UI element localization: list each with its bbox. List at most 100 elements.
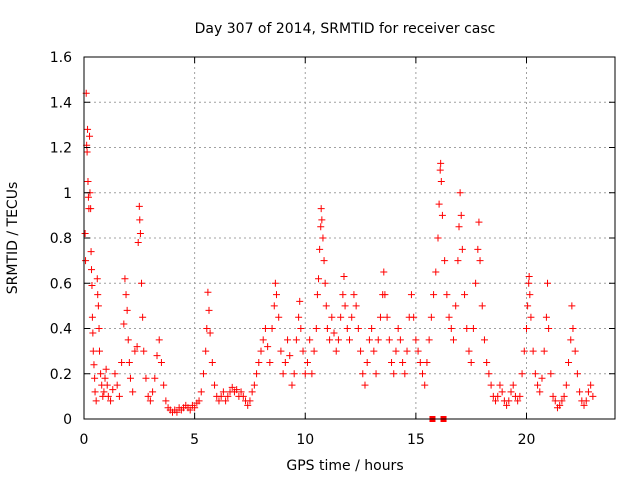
data-point xyxy=(95,325,103,332)
data-point xyxy=(290,370,298,378)
data-point xyxy=(239,392,247,400)
data-point xyxy=(261,325,269,332)
data-point xyxy=(133,343,141,351)
data-point xyxy=(90,361,98,369)
data-point xyxy=(140,347,148,355)
y-tick-label: 0 xyxy=(63,412,72,428)
x-tick-label: 5 xyxy=(190,432,199,448)
data-point xyxy=(520,347,528,355)
data-point xyxy=(456,189,464,197)
data-point xyxy=(534,381,542,389)
data-point xyxy=(403,347,411,355)
data-point xyxy=(480,336,488,344)
y-tick-label: 1 xyxy=(63,186,72,202)
data-point xyxy=(268,325,276,332)
data-point xyxy=(361,381,369,389)
data-point xyxy=(91,374,99,382)
data-point xyxy=(295,313,303,321)
data-point xyxy=(204,288,212,296)
data-point xyxy=(485,370,493,378)
data-point xyxy=(396,336,404,344)
data-point xyxy=(88,313,96,321)
data-point xyxy=(224,392,232,400)
data-point xyxy=(399,358,407,366)
x-tick-label: 0 xyxy=(80,432,89,448)
data-point xyxy=(536,388,544,396)
data-point xyxy=(376,313,384,321)
data-point xyxy=(160,381,168,389)
data-point xyxy=(458,245,466,253)
data-point xyxy=(449,336,457,344)
data-point xyxy=(359,370,367,378)
y-tick-label: 1.2 xyxy=(50,141,72,157)
grid xyxy=(84,57,615,419)
data-point xyxy=(146,397,154,405)
data-point xyxy=(465,347,473,355)
data-point xyxy=(328,313,336,321)
data-point xyxy=(549,392,557,400)
data-point xyxy=(350,291,358,299)
data-point xyxy=(88,282,96,290)
data-point xyxy=(202,347,210,355)
data-point xyxy=(281,358,289,366)
data-point xyxy=(544,279,552,287)
data-point xyxy=(492,397,500,405)
data-point xyxy=(144,392,152,400)
data-point xyxy=(445,313,453,321)
data-point xyxy=(571,347,579,355)
data-point xyxy=(95,347,103,355)
data-point xyxy=(558,397,566,405)
data-point xyxy=(237,388,245,396)
data-point xyxy=(296,297,304,305)
data-point xyxy=(527,313,535,321)
data-point xyxy=(478,302,486,310)
data-point xyxy=(441,257,449,265)
data-point xyxy=(343,325,351,332)
data-point xyxy=(542,313,550,321)
data-point xyxy=(284,336,292,344)
data-point xyxy=(401,370,409,378)
data-point xyxy=(452,302,460,310)
data-point xyxy=(138,279,146,287)
data-point xyxy=(419,370,427,378)
data-point xyxy=(573,370,581,378)
data-point xyxy=(346,336,353,344)
x-tick-label: 20 xyxy=(518,432,536,448)
data-point xyxy=(101,374,109,382)
data-point xyxy=(83,148,91,156)
data-point xyxy=(87,205,95,213)
data-point xyxy=(103,381,111,389)
x-tick-label: 10 xyxy=(296,432,314,448)
data-point xyxy=(370,347,378,355)
data-point xyxy=(568,302,576,310)
data-point xyxy=(340,272,348,280)
y-tick-label: 0.2 xyxy=(50,367,72,383)
data-point xyxy=(292,336,300,344)
data-point xyxy=(509,381,517,389)
data-point xyxy=(279,370,287,378)
data-point xyxy=(447,325,455,332)
data-point xyxy=(326,336,334,344)
data-point xyxy=(89,329,97,337)
data-point xyxy=(454,257,462,265)
data-point xyxy=(318,216,326,224)
data-point xyxy=(275,313,283,321)
data-point xyxy=(111,370,119,378)
data-point xyxy=(316,245,324,253)
data-point xyxy=(437,159,445,167)
data-point xyxy=(475,218,483,226)
data-point xyxy=(191,404,199,412)
data-point xyxy=(494,392,502,400)
data-point xyxy=(272,291,280,299)
data-point xyxy=(303,358,311,366)
data-point xyxy=(432,268,440,276)
data-point xyxy=(589,392,597,400)
data-point xyxy=(435,200,443,208)
data-point xyxy=(211,381,219,389)
data-point xyxy=(264,343,272,351)
data-point xyxy=(463,325,471,332)
data-point xyxy=(576,388,584,396)
data-point xyxy=(115,392,123,400)
x-tick-label: 15 xyxy=(407,432,425,448)
data-point xyxy=(162,397,170,405)
